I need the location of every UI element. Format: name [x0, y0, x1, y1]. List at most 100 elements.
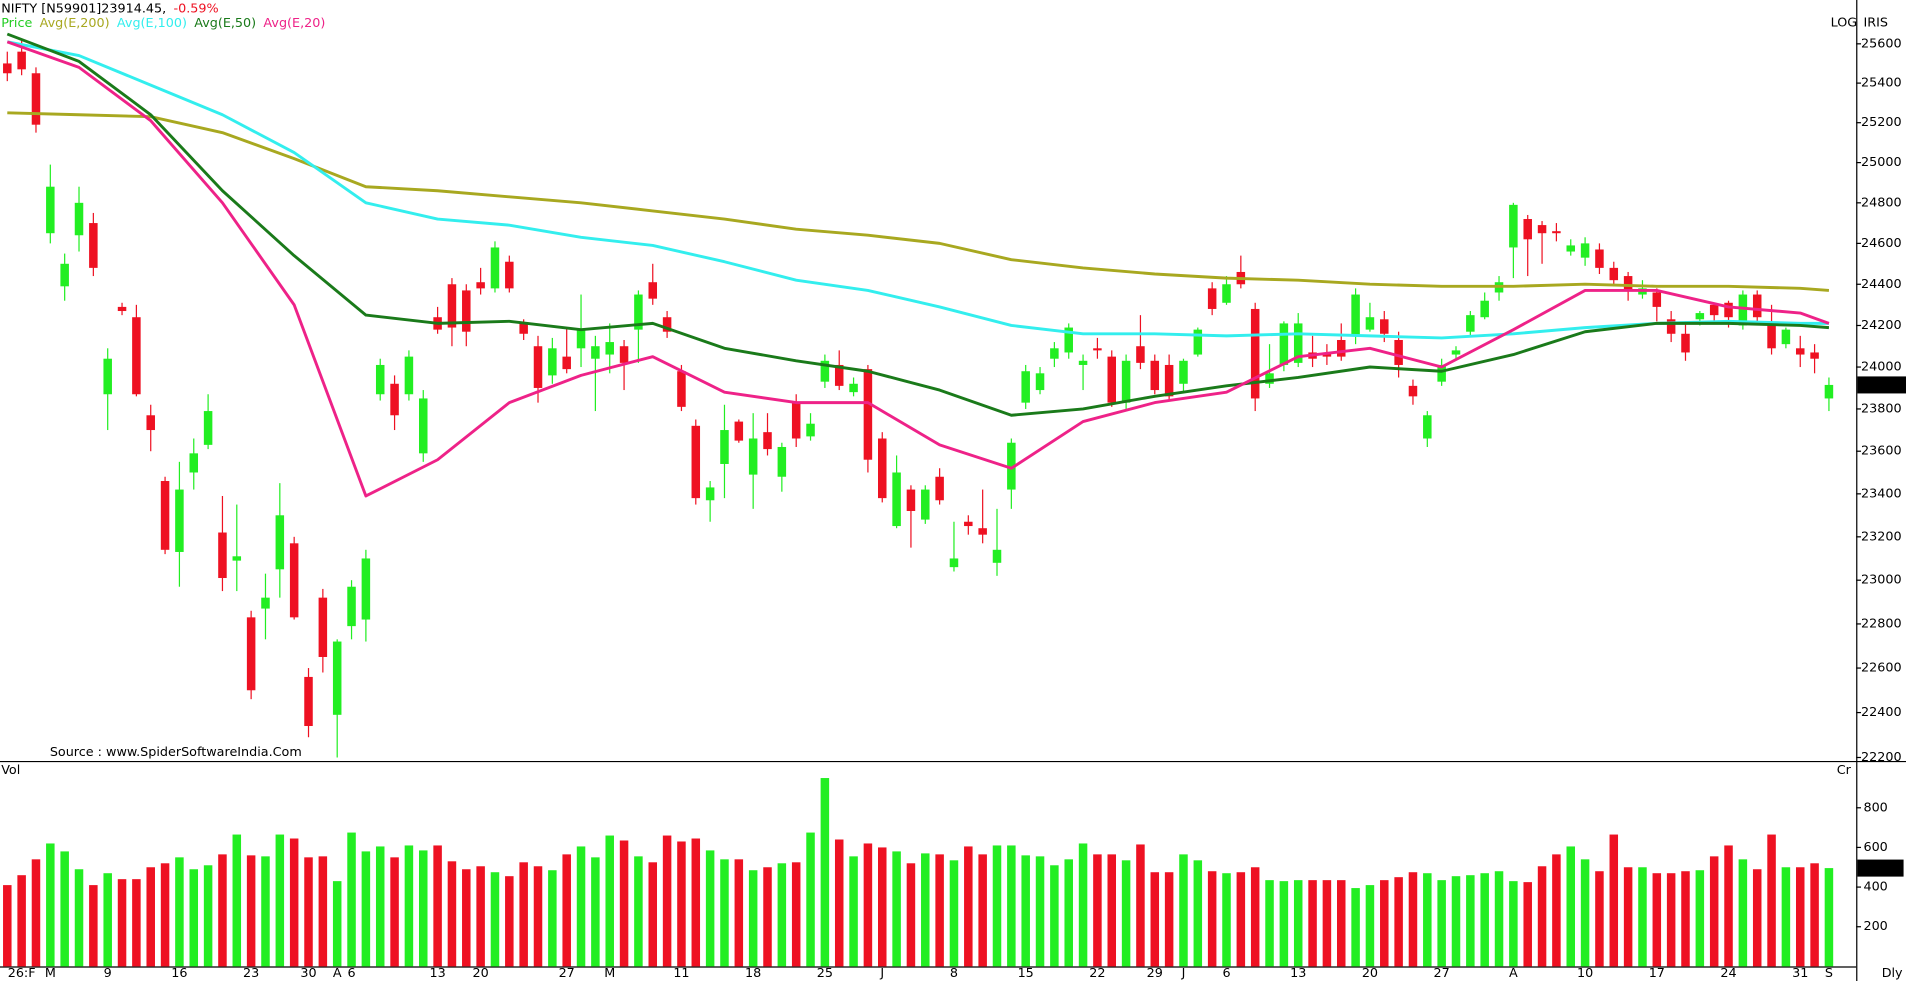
x-tick-label: 10	[1577, 966, 1593, 981]
volume-bar	[476, 866, 485, 967]
volume-bar	[763, 867, 772, 967]
volume-bar	[490, 872, 500, 967]
candle-body	[462, 290, 471, 332]
candle-body	[1035, 373, 1045, 391]
x-tick-label: 6	[1222, 966, 1230, 981]
volume-tag: 495.79	[1860, 861, 1905, 876]
volume-bar	[1681, 871, 1690, 967]
candle-body	[1509, 204, 1518, 248]
candle-body	[375, 364, 385, 395]
volume-bar	[634, 856, 643, 967]
y-tick-label: 25200	[1861, 115, 1902, 130]
candle-body	[1580, 243, 1590, 258]
volume-bar	[1308, 880, 1317, 967]
x-tick-label: 30	[300, 966, 316, 981]
volume-bar	[1752, 869, 1762, 967]
volume-bar	[289, 838, 299, 967]
candle-body	[74, 202, 84, 236]
candle-body	[1795, 348, 1805, 355]
candle-body	[1824, 384, 1834, 399]
x-tick-label: 27	[1434, 966, 1450, 981]
candle-body	[691, 425, 701, 499]
y-tick-label: 24800	[1861, 195, 1902, 210]
volume-bar	[17, 875, 26, 967]
volume-bar	[1265, 880, 1274, 967]
x-tick-label: 27	[559, 966, 575, 981]
candle-body	[1380, 319, 1389, 334]
volume-bar	[433, 845, 442, 967]
candle-body	[89, 223, 98, 268]
volume-bar	[705, 850, 715, 967]
candle-body	[1121, 360, 1131, 403]
volume-bar	[1810, 863, 1819, 967]
candle-body	[3, 63, 12, 74]
volume-bar	[1480, 873, 1489, 967]
volume-bar	[1537, 866, 1547, 967]
volume-bar	[1380, 880, 1389, 967]
x-tick-label: 26:F	[8, 966, 36, 981]
y-tick-label: 600	[1863, 840, 1887, 855]
x-tick-label: J	[879, 966, 884, 981]
volume-bar	[1150, 872, 1160, 967]
y-tick-label: 22200	[1861, 750, 1902, 765]
volume-bar	[375, 846, 385, 967]
candle-body	[304, 676, 313, 727]
volume-bar	[863, 843, 873, 967]
candle-body	[1164, 364, 1174, 397]
volume-bar	[1709, 856, 1719, 967]
vendor: IRIS	[1863, 16, 1887, 31]
candle-body	[1064, 327, 1073, 353]
candle-body	[806, 423, 815, 437]
volume-bar	[46, 843, 55, 967]
price-tag-box	[1857, 376, 1906, 394]
y-tick-label: 25600	[1861, 36, 1902, 51]
y-tick-label: 23800	[1861, 401, 1902, 416]
candle-body	[949, 558, 959, 568]
volume-bar	[462, 869, 471, 967]
candle-body	[548, 348, 557, 376]
legend: Price Avg(E,200) Avg(E,100) Avg(E,50) Avg(E,…	[1, 16, 325, 31]
candle-body	[232, 556, 242, 561]
legend-entry: Avg(E,200)	[40, 16, 110, 31]
volume-bar	[992, 845, 1002, 967]
candle-body	[1752, 294, 1762, 318]
candle-body	[1365, 317, 1375, 330]
volume-bar	[1767, 834, 1776, 967]
volume-bar	[1021, 855, 1030, 967]
volume-bar	[1050, 865, 1059, 967]
volume-bar	[849, 856, 858, 967]
volume-bar	[1136, 844, 1145, 967]
candle-body	[877, 438, 887, 499]
candle-body	[1695, 313, 1705, 320]
x-tick-label: M	[604, 966, 615, 981]
moving-average	[7, 40, 1829, 340]
candle-body	[289, 543, 299, 618]
candle-body	[777, 446, 787, 477]
volume-bar	[1093, 854, 1102, 967]
candle-body	[1767, 323, 1776, 349]
volume-bar	[1609, 834, 1619, 967]
y-tick-label: 24200	[1861, 318, 1902, 333]
volume-bar	[1007, 845, 1016, 967]
volume-bar	[1509, 881, 1518, 967]
candle-body	[763, 432, 772, 450]
volume-bar	[562, 854, 571, 967]
candle-body	[117, 306, 127, 312]
candle-body	[705, 487, 715, 501]
volume-bar	[1164, 872, 1174, 967]
candle-body	[1150, 360, 1160, 391]
candle-body	[490, 247, 500, 289]
candle-body	[978, 528, 987, 535]
volume-bar	[404, 845, 414, 967]
candle-body	[820, 360, 830, 382]
legend-entry: Avg(E,20)	[263, 16, 325, 31]
candle-body	[1222, 284, 1231, 303]
candle-body	[347, 586, 356, 627]
candle-body	[160, 481, 170, 550]
moving-average	[6, 40, 1830, 498]
candle-body	[318, 597, 328, 657]
candle-body	[1810, 352, 1819, 359]
volume-tag-box	[1857, 859, 1904, 877]
